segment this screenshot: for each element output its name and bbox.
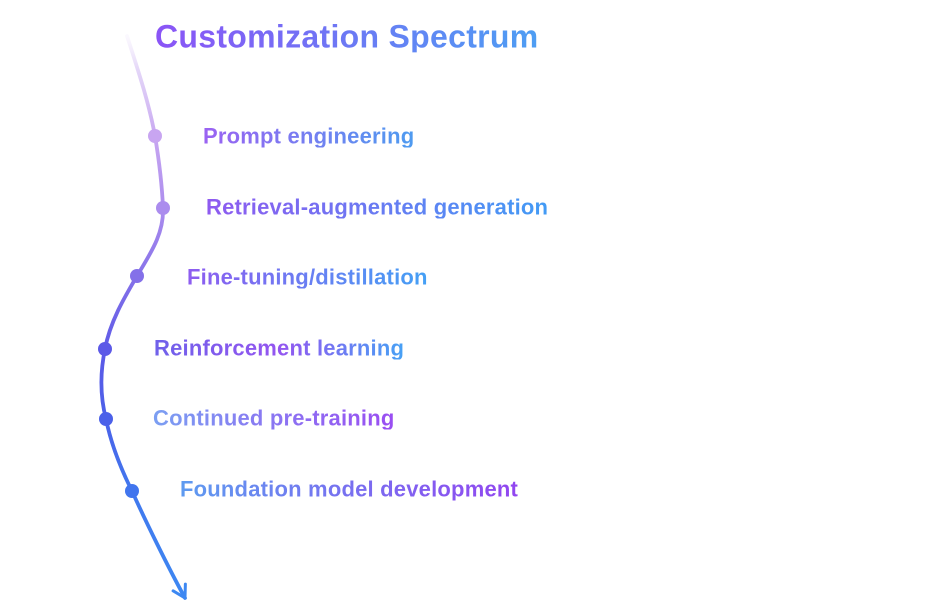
spectrum-dot-3 (98, 342, 112, 356)
spectrum-dot-2 (130, 269, 144, 283)
page-title: Customization Spectrum (155, 18, 539, 55)
spectrum-label-2: Fine-tuning/distillation (187, 264, 428, 290)
spectrum-dot-5 (125, 484, 139, 498)
spectrum-label-4: Continued pre-training (153, 405, 395, 431)
spectrum-label-1: Retrieval-augmented generation (206, 194, 549, 220)
spectrum-label-0: Prompt engineering (203, 123, 415, 149)
spectrum-label-5: Foundation model development (180, 476, 519, 502)
spectrum-label-3: Reinforcement learning (154, 335, 405, 361)
spectrum-dot-0 (148, 129, 162, 143)
spectrum-dot-1 (156, 201, 170, 215)
spectrum-dot-4 (99, 412, 113, 426)
spectrum-curve-path (99, 34, 187, 600)
